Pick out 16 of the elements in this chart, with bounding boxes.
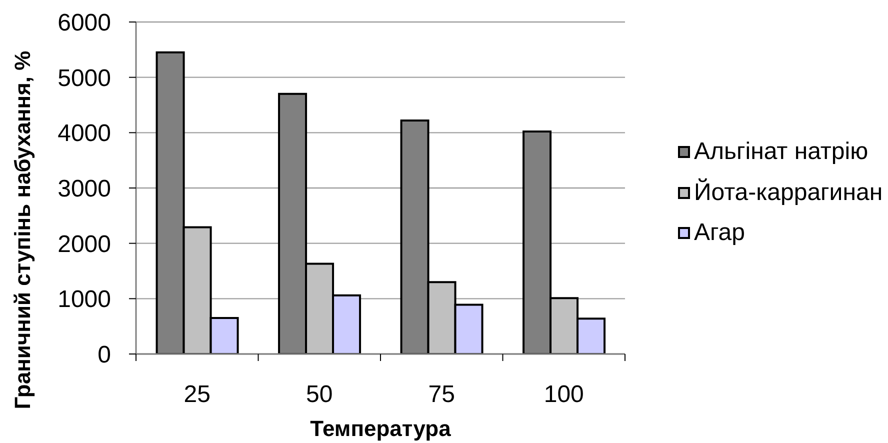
y-tick-label: 5000 xyxy=(58,64,111,92)
x-tick-label: 75 xyxy=(428,381,455,408)
x-axis-title: Температура xyxy=(310,416,452,441)
y-tick-label: 0 xyxy=(98,342,111,369)
x-tick-label: 50 xyxy=(306,381,333,408)
legend-label: Альгінат натрію xyxy=(694,138,868,166)
x-tick-label: 25 xyxy=(184,381,210,408)
y-tick-label: 6000 xyxy=(58,10,111,37)
y-tick-label: 3000 xyxy=(58,176,111,203)
y-tick-label: 2000 xyxy=(58,230,111,258)
x-tick-label: 100 xyxy=(544,381,584,408)
legend-label: Агар xyxy=(694,219,745,248)
legend-label: Йота-каррагинан xyxy=(694,178,883,207)
y-tick-label: 4000 xyxy=(58,120,111,148)
y-tick-label: 1000 xyxy=(58,286,111,314)
y-axis-title: Граничний ступінь набухання, % xyxy=(10,50,34,410)
